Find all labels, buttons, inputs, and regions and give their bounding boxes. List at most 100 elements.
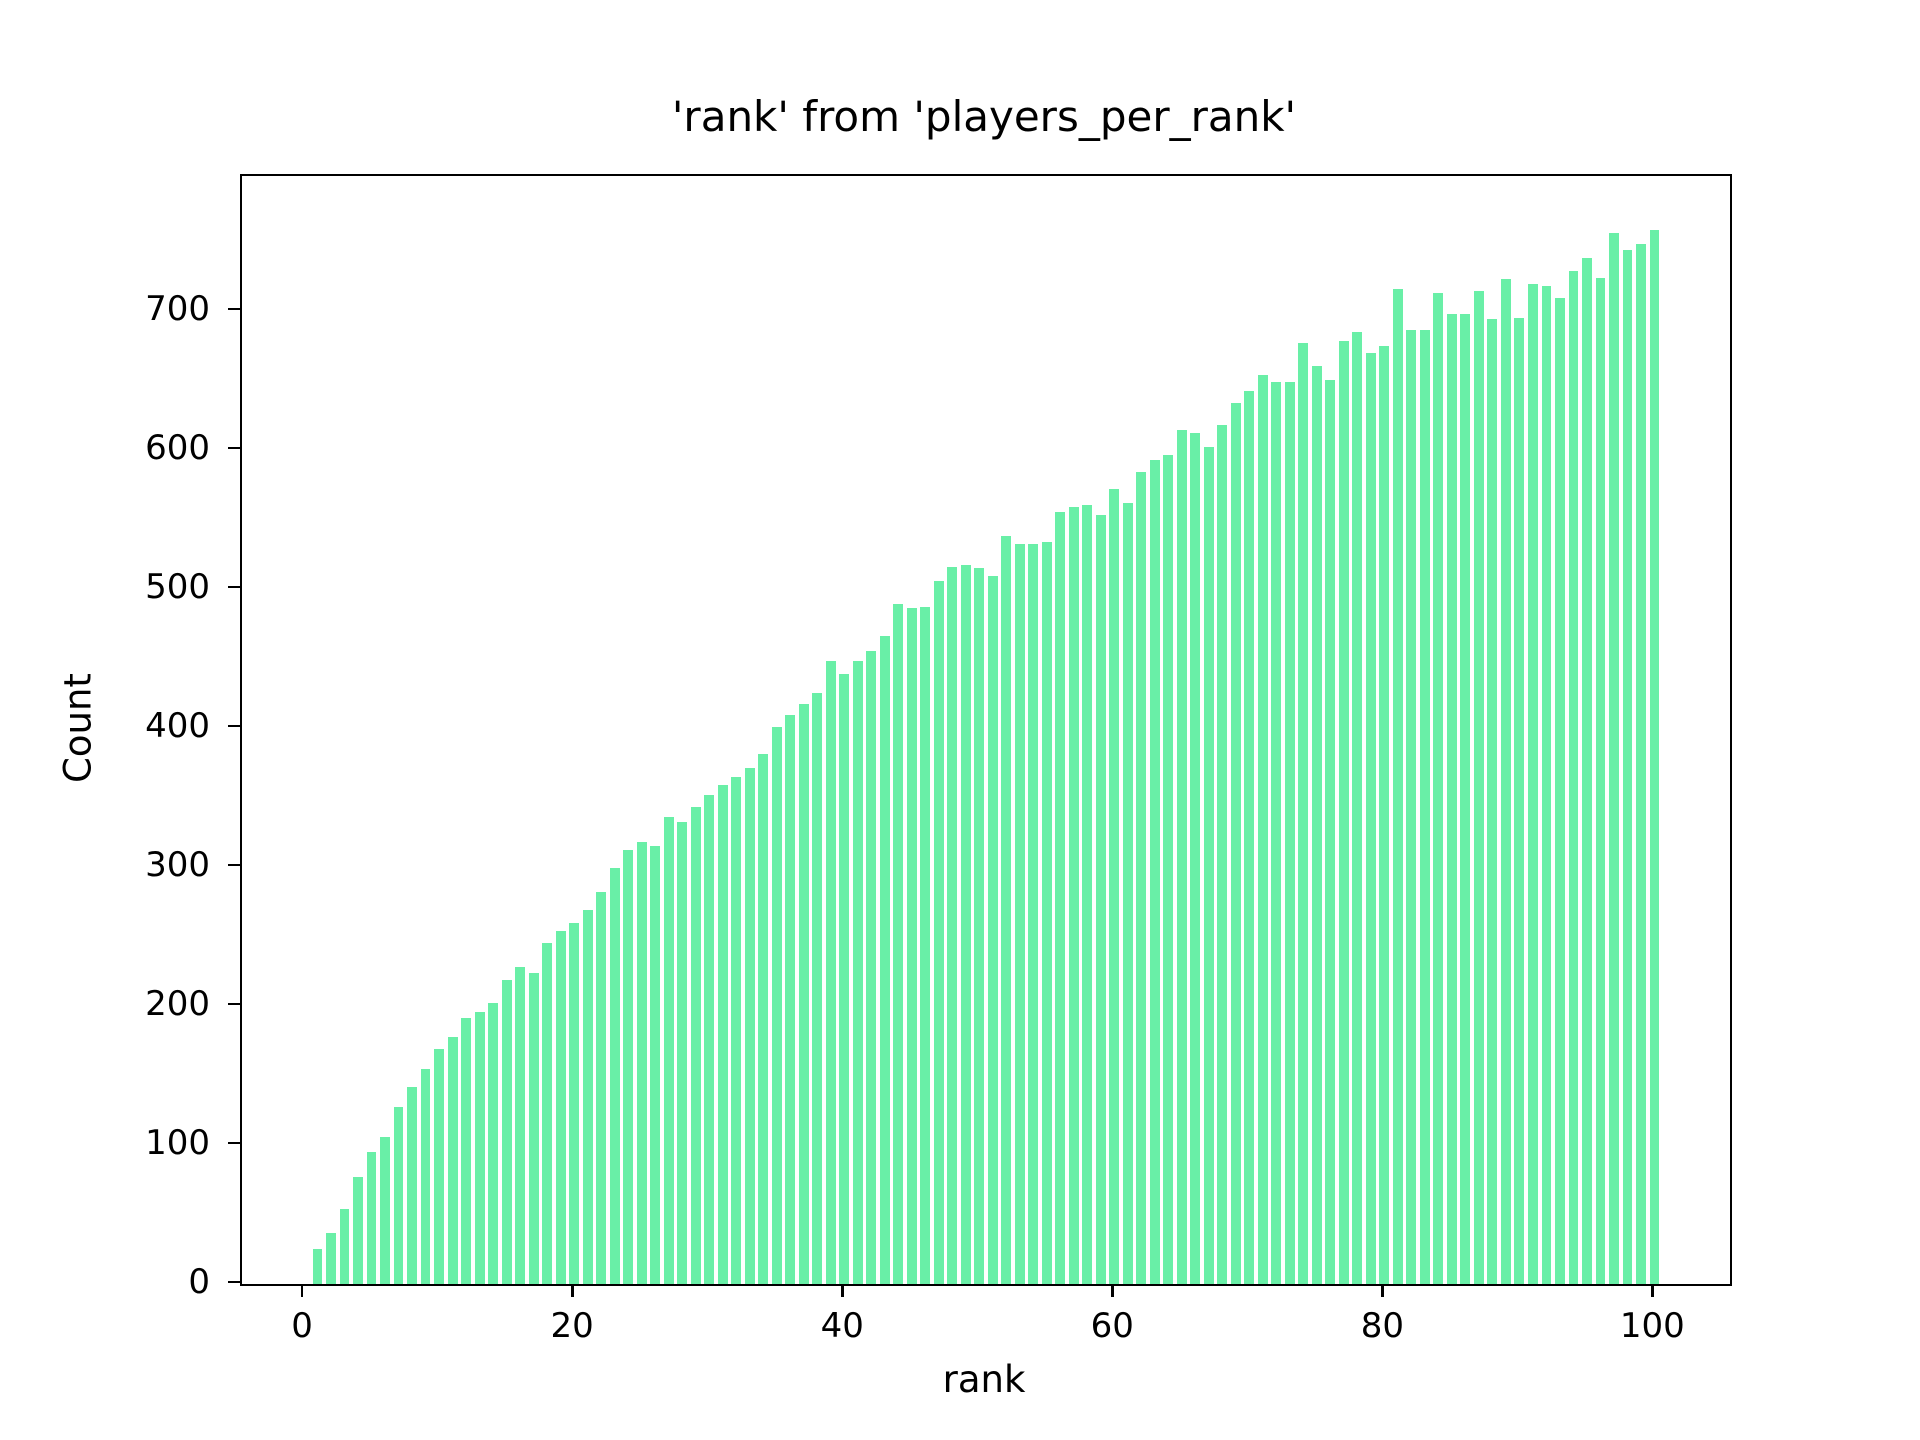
bar-rank-16 xyxy=(515,967,525,1284)
bar-rank-52 xyxy=(1001,536,1012,1284)
bar-rank-45 xyxy=(906,608,917,1284)
bar-rank-59 xyxy=(1095,515,1106,1284)
bar-rank-100 xyxy=(1649,230,1660,1284)
bar-rank-66 xyxy=(1190,433,1201,1284)
y-ticklabel-700: 700 xyxy=(145,288,210,329)
bar-rank-11 xyxy=(447,1036,458,1284)
bar-rank-12 xyxy=(461,1018,471,1284)
bar-rank-76 xyxy=(1325,380,1336,1284)
bar-rank-92 xyxy=(1541,285,1552,1284)
bar-rank-71 xyxy=(1257,374,1268,1284)
y-tickmark-500 xyxy=(228,585,240,589)
bar-rank-78 xyxy=(1352,331,1363,1284)
y-ticklabel-100: 100 xyxy=(145,1122,210,1163)
bar-rank-27 xyxy=(663,816,674,1284)
x-tickmark-100 xyxy=(1651,1284,1654,1297)
bar-rank-26 xyxy=(650,846,661,1284)
bar-rank-72 xyxy=(1271,381,1282,1284)
y-ticklabel-400: 400 xyxy=(145,705,210,746)
bar-rank-64 xyxy=(1163,455,1174,1284)
bar-rank-83 xyxy=(1419,330,1430,1284)
bar-rank-22 xyxy=(596,891,607,1284)
bar-rank-5 xyxy=(366,1151,377,1284)
bar-rank-8 xyxy=(407,1086,417,1284)
bar-rank-97 xyxy=(1609,233,1619,1284)
bar-rank-29 xyxy=(690,807,701,1284)
bar-rank-4 xyxy=(353,1176,363,1284)
bar-rank-84 xyxy=(1433,292,1444,1284)
bar-rank-58 xyxy=(1082,505,1093,1284)
bar-rank-51 xyxy=(987,576,998,1284)
bar-rank-62 xyxy=(1136,472,1147,1284)
bar-rank-13 xyxy=(474,1011,485,1284)
bar-rank-67 xyxy=(1203,447,1214,1284)
x-tickmark-60 xyxy=(1110,1284,1114,1297)
bar-rank-43 xyxy=(879,636,890,1284)
y-tickmark-200 xyxy=(228,1002,240,1006)
y-tickmark-100 xyxy=(228,1141,240,1145)
bar-rank-56 xyxy=(1055,512,1066,1284)
bar-rank-79 xyxy=(1365,352,1376,1284)
bar-rank-3 xyxy=(339,1208,350,1284)
bar-rank-57 xyxy=(1068,506,1079,1284)
bar-rank-46 xyxy=(920,606,931,1284)
bar-rank-89 xyxy=(1500,278,1511,1284)
x-tickmark-80 xyxy=(1380,1284,1384,1297)
bar-rank-75 xyxy=(1311,366,1322,1284)
bar-rank-86 xyxy=(1460,313,1471,1284)
bar-rank-15 xyxy=(501,979,512,1284)
bar-rank-74 xyxy=(1298,342,1309,1284)
bar-rank-47 xyxy=(933,580,944,1284)
bar-rank-18 xyxy=(542,943,553,1284)
bar-rank-48 xyxy=(947,566,958,1284)
bar-rank-91 xyxy=(1527,284,1538,1284)
bar-rank-32 xyxy=(731,776,742,1284)
bar-rank-81 xyxy=(1392,288,1403,1284)
bar-rank-7 xyxy=(393,1107,404,1284)
bar-rank-10 xyxy=(434,1049,444,1284)
bar-rank-50 xyxy=(974,568,985,1284)
bar-rank-17 xyxy=(528,972,539,1284)
bar-rank-77 xyxy=(1338,341,1349,1284)
x-ticklabel-40: 40 xyxy=(820,1306,864,1346)
bar-rank-98 xyxy=(1622,249,1633,1284)
bar-rank-41 xyxy=(852,661,863,1284)
bar-rank-60 xyxy=(1109,488,1120,1284)
y-ticklabel-500: 500 xyxy=(145,566,210,607)
bar-rank-82 xyxy=(1406,330,1417,1284)
y-tickmark-0 xyxy=(228,1280,240,1284)
x-ticklabel-0: 0 xyxy=(291,1306,313,1346)
bar-rank-95 xyxy=(1582,258,1592,1284)
bar-rank-53 xyxy=(1014,544,1025,1284)
bar-rank-63 xyxy=(1149,459,1160,1284)
bar-rank-90 xyxy=(1514,317,1525,1284)
bar-rank-37 xyxy=(798,704,809,1284)
x-ticklabel-60: 60 xyxy=(1090,1306,1134,1346)
bar-rank-99 xyxy=(1636,244,1646,1284)
bar-rank-44 xyxy=(893,604,904,1284)
y-ticklabel-300: 300 xyxy=(145,844,210,885)
x-ticklabel-100: 100 xyxy=(1619,1306,1685,1346)
y-tickmark-600 xyxy=(228,446,240,450)
bar-rank-55 xyxy=(1041,541,1052,1284)
x-axis-label: rank xyxy=(942,1358,1026,1401)
bar-rank-25 xyxy=(636,841,647,1284)
bar-rank-40 xyxy=(839,673,850,1284)
y-ticklabel-0: 0 xyxy=(188,1262,210,1302)
y-tickmark-700 xyxy=(228,307,240,311)
bar-rank-6 xyxy=(380,1136,390,1284)
bar-rank-34 xyxy=(758,754,769,1284)
bar-rank-39 xyxy=(825,661,836,1284)
bar-rank-54 xyxy=(1028,544,1039,1284)
bar-rank-30 xyxy=(704,794,715,1284)
y-ticklabel-200: 200 xyxy=(145,983,210,1024)
bar-rank-38 xyxy=(812,693,823,1284)
y-tickmark-300 xyxy=(228,863,240,867)
bar-rank-42 xyxy=(866,651,877,1284)
plot-area xyxy=(240,174,1732,1286)
bar-rank-2 xyxy=(326,1232,336,1284)
bar-rank-69 xyxy=(1230,402,1241,1284)
bar-rank-21 xyxy=(582,910,593,1284)
bar-rank-85 xyxy=(1446,313,1457,1284)
